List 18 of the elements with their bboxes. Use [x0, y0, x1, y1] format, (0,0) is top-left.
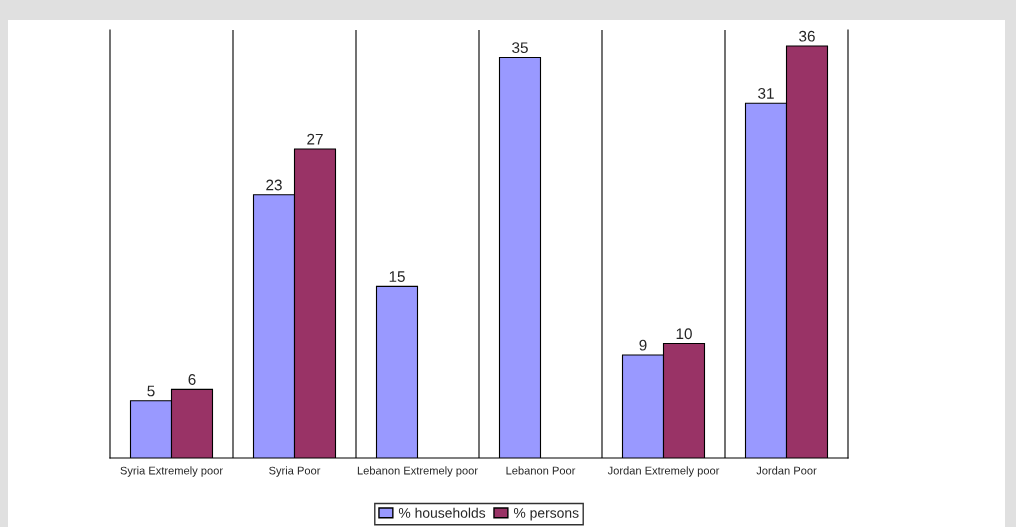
- data-label: 36: [799, 30, 815, 42]
- data-label: 5: [147, 385, 155, 397]
- x-tick-label: Syria Poor: [269, 466, 321, 477]
- data-label: 31: [758, 88, 774, 99]
- data-label: 27: [307, 133, 323, 145]
- data-label: 15: [389, 271, 405, 282]
- legend-label: % households: [398, 507, 486, 518]
- x-tick-label: Syria Extremely poor: [120, 466, 223, 477]
- data-label: 9: [639, 339, 647, 351]
- x-tick-label: Jordan Poor: [756, 466, 817, 475]
- legend-label: % persons: [513, 508, 579, 521]
- x-tick-label: Jordan Extremely poor: [607, 466, 720, 477]
- data-label: 35: [512, 42, 528, 54]
- x-tick-label: Lebanon Extremely poor: [357, 466, 478, 477]
- data-label: 6: [188, 374, 196, 385]
- data-label: 23: [266, 179, 282, 191]
- x-tick-label: Lebanon Poor: [506, 466, 576, 475]
- data-label: 10: [676, 328, 692, 340]
